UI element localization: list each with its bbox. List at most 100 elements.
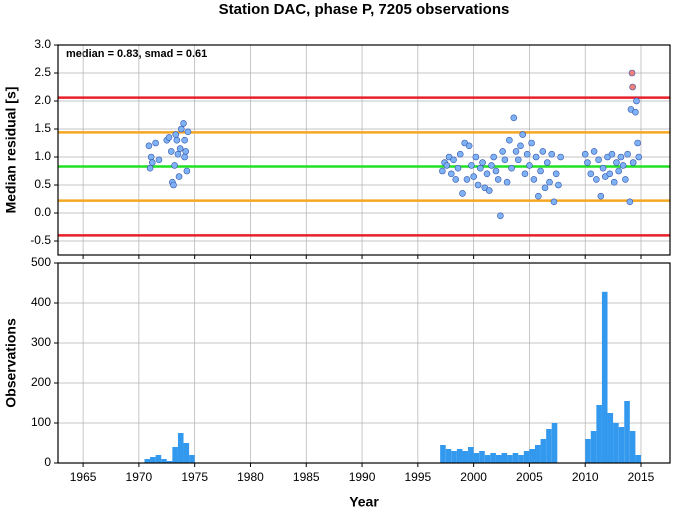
data-point bbox=[532, 153, 540, 161]
data-point bbox=[506, 136, 513, 144]
x-tick-label: 2005 bbox=[516, 470, 543, 484]
histogram-bar bbox=[183, 443, 190, 463]
x-tick-label: 1965 bbox=[70, 470, 97, 484]
data-point bbox=[541, 184, 549, 192]
data-point bbox=[454, 164, 462, 172]
histogram-bar bbox=[445, 449, 452, 463]
x-tick-label: 1990 bbox=[349, 470, 376, 484]
histogram-bar bbox=[601, 291, 608, 463]
histogram-bar bbox=[501, 453, 508, 463]
data-point bbox=[450, 156, 457, 164]
histogram-bar bbox=[590, 431, 597, 463]
data-point bbox=[628, 69, 636, 77]
histogram-bar bbox=[534, 445, 541, 463]
data-point bbox=[595, 156, 602, 164]
annotation: median = 0.83, smad = 0.61 bbox=[66, 48, 207, 60]
data-point bbox=[477, 164, 484, 172]
histogram-bar bbox=[495, 455, 502, 463]
data-point bbox=[526, 162, 533, 169]
histogram-bar bbox=[596, 405, 602, 463]
y-tick-label: 2.5 bbox=[34, 65, 51, 79]
data-point bbox=[448, 170, 455, 178]
data-point bbox=[485, 187, 493, 194]
data-point bbox=[535, 192, 542, 200]
data-point bbox=[499, 148, 506, 155]
data-point bbox=[180, 120, 187, 127]
data-point bbox=[452, 176, 460, 183]
data-point bbox=[581, 150, 589, 158]
histogram-bar bbox=[518, 455, 524, 463]
x-tick-label: 1995 bbox=[404, 470, 431, 484]
histogram-bar bbox=[523, 451, 530, 463]
x-tick-label: 1985 bbox=[293, 470, 320, 484]
histogram-bar bbox=[468, 447, 474, 463]
histogram-bar bbox=[462, 451, 469, 463]
data-point bbox=[181, 153, 188, 161]
histogram-bar bbox=[172, 447, 178, 463]
data-point bbox=[519, 131, 527, 138]
data-point bbox=[165, 134, 173, 141]
data-point bbox=[479, 159, 486, 166]
data-point bbox=[622, 176, 629, 183]
data-point bbox=[181, 136, 188, 144]
y-tick-label: 3.0 bbox=[34, 37, 51, 51]
histogram-bar bbox=[512, 453, 519, 463]
histogram-bar bbox=[635, 455, 641, 463]
data-point bbox=[468, 162, 475, 169]
x-tick-label: 2015 bbox=[628, 470, 655, 484]
histogram-bar bbox=[490, 453, 496, 463]
y-tick-label: 400 bbox=[31, 295, 51, 309]
data-point bbox=[175, 173, 183, 180]
data-point bbox=[613, 159, 620, 166]
data-point bbox=[606, 170, 614, 178]
histogram-bar bbox=[161, 459, 167, 463]
data-point bbox=[543, 159, 551, 166]
x-tick-label: 1980 bbox=[237, 470, 264, 484]
data-point bbox=[629, 159, 637, 166]
data-point bbox=[629, 83, 636, 91]
data-point bbox=[624, 150, 631, 158]
data-point bbox=[552, 170, 560, 178]
data-point bbox=[597, 192, 605, 200]
y-tick-label: 0 bbox=[44, 455, 51, 469]
data-point bbox=[610, 178, 618, 186]
data-point bbox=[176, 145, 184, 152]
data-point bbox=[170, 181, 177, 189]
data-point bbox=[590, 148, 598, 155]
data-point bbox=[608, 150, 616, 158]
data-point bbox=[633, 97, 640, 105]
histogram-bar bbox=[484, 455, 491, 463]
data-point bbox=[167, 148, 175, 155]
data-point bbox=[492, 167, 500, 175]
data-point bbox=[514, 156, 522, 164]
y-axis-label: Median residual [s] bbox=[3, 87, 19, 214]
data-point bbox=[152, 139, 159, 147]
data-point bbox=[521, 170, 529, 178]
histogram-bar bbox=[166, 461, 173, 463]
data-point bbox=[632, 108, 639, 116]
data-point bbox=[443, 162, 451, 169]
data-point bbox=[184, 128, 192, 136]
data-point bbox=[546, 178, 553, 186]
data-point bbox=[439, 167, 446, 175]
histogram-bar bbox=[473, 453, 480, 463]
data-point bbox=[555, 181, 562, 189]
histogram-bar bbox=[585, 439, 591, 463]
data-point bbox=[148, 159, 156, 166]
data-point bbox=[174, 150, 182, 158]
data-point bbox=[619, 162, 627, 169]
histogram-bar bbox=[624, 401, 630, 463]
data-point bbox=[465, 142, 473, 150]
data-point bbox=[615, 167, 622, 175]
data-point bbox=[512, 148, 520, 155]
data-point bbox=[523, 150, 531, 158]
y-tick-label: 200 bbox=[31, 375, 51, 389]
data-point bbox=[155, 156, 163, 164]
data-point bbox=[146, 164, 154, 172]
data-point bbox=[599, 164, 607, 172]
data-point bbox=[490, 153, 498, 161]
data-point bbox=[626, 198, 634, 206]
data-point bbox=[537, 167, 544, 175]
x-tick-label: 1970 bbox=[126, 470, 153, 484]
data-point bbox=[183, 167, 191, 175]
